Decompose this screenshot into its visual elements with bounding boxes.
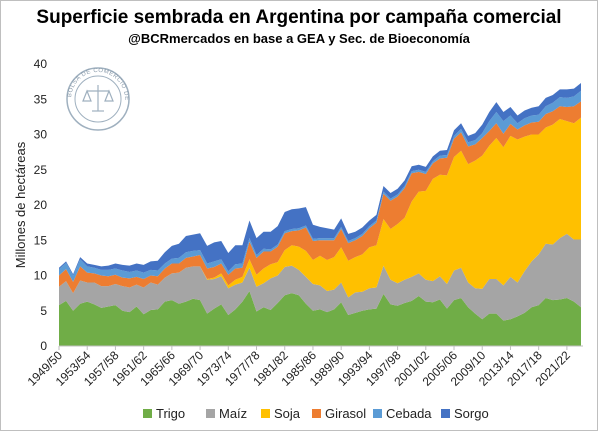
legend-label-soja: Soja [274, 406, 301, 421]
y-tick-label: 0 [40, 339, 47, 353]
y-tick-label: 35 [34, 92, 48, 106]
legend-swatch-soja [261, 409, 270, 418]
y-tick-label: 15 [34, 233, 48, 247]
legend-label-cebada: Cebada [386, 406, 432, 421]
area-series-maiz [59, 233, 581, 321]
chart-subtitle: @BCRmercados en base a GEA y Sec. de Bio… [128, 31, 470, 46]
y-tick-label: 20 [34, 198, 48, 212]
legend-label-maiz: Maíz [219, 406, 247, 421]
legend-label-sorgo: Sorgo [454, 406, 489, 421]
legend-swatch-maiz [206, 409, 215, 418]
chart-legend: Trigo Maíz Soja Girasol Cebada Sorgo [143, 406, 489, 421]
area-series-soja [59, 117, 581, 298]
legend-label-girasol: Girasol [325, 406, 366, 421]
chart-areas [59, 83, 581, 346]
legend-label-trigo: Trigo [156, 406, 185, 421]
y-tick-label: 40 [34, 57, 48, 71]
y-axis-label: Millones de hectáreas [13, 141, 28, 268]
legend-swatch-girasol [312, 409, 321, 418]
area-series-trigo [59, 291, 581, 346]
area-series-sorgo [59, 83, 581, 276]
legend-swatch-trigo [143, 409, 152, 418]
area-series-girasol [59, 101, 581, 294]
y-tick-label: 30 [34, 128, 48, 142]
y-tick-label: 5 [40, 304, 47, 318]
legend-swatch-sorgo [441, 409, 450, 418]
legend-swatch-cebada [373, 409, 382, 418]
chart-title: Superficie sembrada en Argentina por cam… [36, 7, 562, 28]
bcr-seal-logo: BOLSA DE COMERCIO DE ROSARIO [66, 67, 130, 131]
y-tick-label: 10 [34, 269, 48, 283]
y-tick-label: 25 [34, 163, 48, 177]
